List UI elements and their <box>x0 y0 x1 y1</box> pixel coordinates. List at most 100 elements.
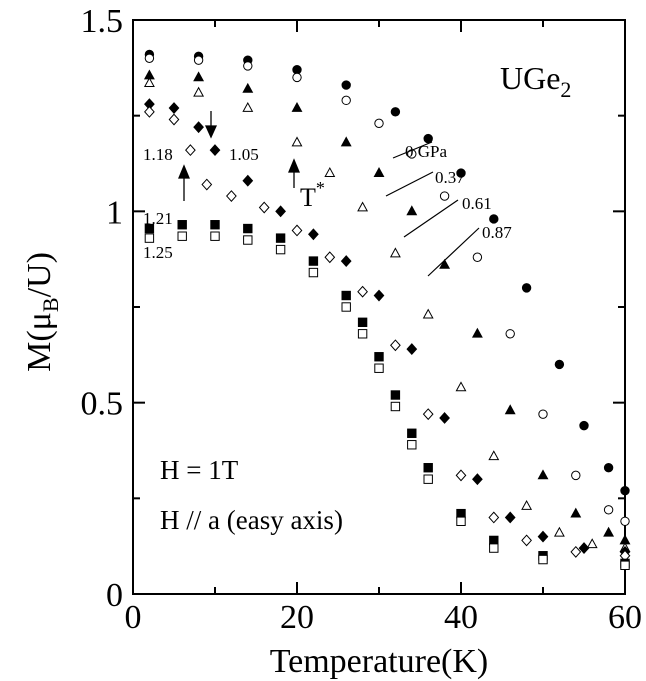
data-point <box>489 535 499 546</box>
field-label: H = 1T <box>160 455 239 485</box>
pressure-label-5: 1.18 <box>143 145 173 164</box>
y-axis-title: M(μB/U) <box>21 252 63 372</box>
data-point <box>521 534 532 547</box>
data-point <box>357 317 368 328</box>
x-tick-label: 40 <box>444 599 478 636</box>
data-point <box>374 352 384 362</box>
data-point <box>439 258 451 269</box>
data-point <box>357 329 368 339</box>
x-tick-label: 20 <box>280 599 314 636</box>
y-tick-label: 1 <box>106 194 123 231</box>
data-point <box>242 174 254 187</box>
data-point <box>455 469 467 482</box>
data-point <box>243 235 253 245</box>
data-point <box>308 228 319 241</box>
data-point <box>340 255 352 268</box>
series-1 <box>144 53 630 526</box>
data-point <box>603 463 614 473</box>
data-point <box>423 133 433 144</box>
pressure-label-4: 1.05 <box>229 145 259 164</box>
data-point <box>456 508 466 519</box>
data-point <box>341 80 351 90</box>
data-point <box>537 530 549 543</box>
pressure-label-2: 0.61 <box>462 194 492 213</box>
material-label: UGe2 <box>500 60 571 102</box>
data-point <box>242 101 254 112</box>
data-point <box>324 167 336 177</box>
data-point <box>373 289 385 302</box>
data-point <box>489 214 499 224</box>
data-point <box>308 256 319 266</box>
data-point <box>275 233 286 243</box>
data-point <box>243 61 253 71</box>
data-point <box>374 363 384 373</box>
data-point <box>456 168 466 178</box>
data-series <box>143 49 631 570</box>
data-point <box>374 118 384 129</box>
data-point <box>406 205 418 216</box>
data-point <box>390 107 401 117</box>
axis-ticks <box>132 19 626 595</box>
data-point <box>570 507 582 518</box>
data-point <box>357 201 369 212</box>
data-point <box>570 545 582 558</box>
data-point <box>439 191 450 201</box>
leader-line-0 <box>392 141 433 159</box>
data-point <box>143 77 155 88</box>
data-point <box>193 121 204 134</box>
y-tick-label: 0 <box>106 577 123 614</box>
data-point <box>521 283 532 293</box>
data-point <box>243 223 253 234</box>
data-point <box>144 233 155 243</box>
data-point <box>390 339 401 352</box>
data-point <box>578 542 590 555</box>
pressure-label-3: 0.87 <box>482 223 512 242</box>
data-point <box>390 401 401 412</box>
data-point <box>504 511 516 524</box>
data-point <box>144 223 155 234</box>
leader-line-3 <box>427 227 480 277</box>
data-point <box>185 144 196 157</box>
arrow-down-1-05 <box>204 111 218 139</box>
data-point <box>488 511 500 524</box>
data-point <box>373 167 385 177</box>
pressure-label-1: 0.37 <box>435 168 465 187</box>
data-point <box>275 205 286 218</box>
data-point <box>292 65 302 75</box>
data-point <box>620 485 630 496</box>
data-point <box>456 516 466 526</box>
tstar-label: T* <box>300 178 325 212</box>
data-point <box>603 526 615 537</box>
data-point <box>324 251 336 264</box>
y-tick-label: 0.5 <box>81 386 124 423</box>
data-point <box>292 72 302 83</box>
data-point <box>275 244 286 255</box>
data-point <box>422 308 434 319</box>
leader-line-1 <box>385 171 434 197</box>
data-point <box>406 343 418 356</box>
data-point <box>193 86 205 97</box>
data-point <box>210 231 220 241</box>
data-point <box>538 554 548 565</box>
series-3 <box>143 77 631 552</box>
data-point <box>341 290 351 301</box>
data-point <box>210 220 220 230</box>
data-point <box>554 359 565 370</box>
data-point <box>505 329 515 339</box>
arrow-up-1-18 <box>178 164 190 201</box>
field-direction-label: H // a (easy axis) <box>160 505 343 535</box>
series-7 <box>144 231 630 570</box>
series-5 <box>144 105 631 562</box>
data-point <box>620 560 630 570</box>
data-point <box>201 178 213 191</box>
data-point <box>538 409 548 419</box>
data-point <box>579 420 589 431</box>
series-4 <box>144 98 631 558</box>
data-point <box>226 190 237 202</box>
data-point <box>291 224 303 237</box>
data-point <box>144 53 155 63</box>
x-axis-title: Temperature(K) <box>270 643 489 680</box>
leader-line-2 <box>403 199 459 238</box>
data-point <box>193 55 204 65</box>
